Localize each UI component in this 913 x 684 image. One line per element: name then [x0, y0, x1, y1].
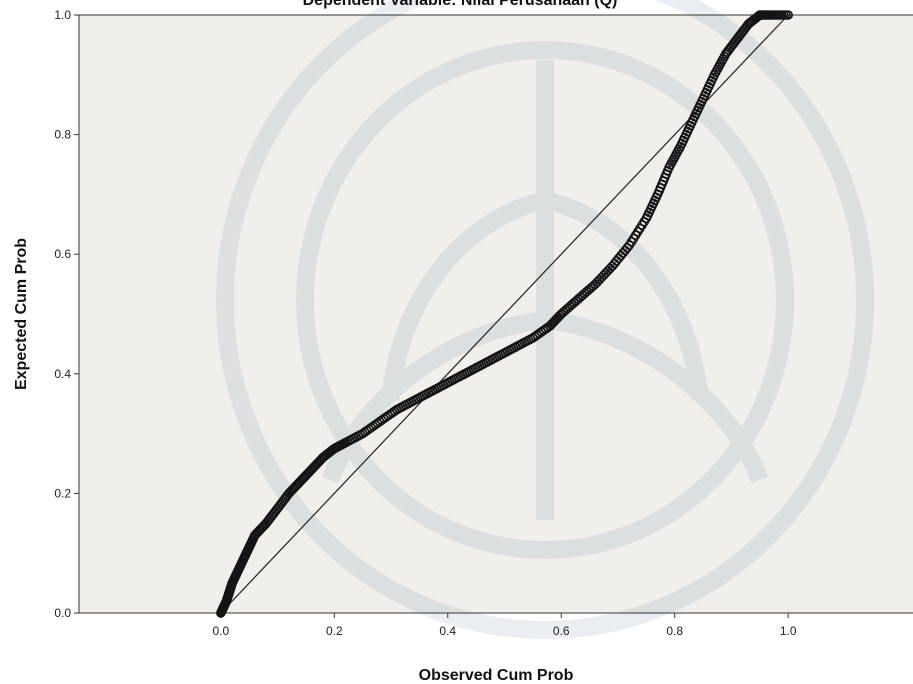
y-axis: 0.0 0.2 0.4 0.6 0.8 1.0 — [54, 8, 79, 620]
x-tick-label: 0.0 — [212, 624, 229, 638]
data-point — [783, 10, 793, 20]
y-tick-label: 0.2 — [54, 486, 71, 500]
x-axis-title: Observed Cum Prob — [419, 667, 574, 684]
x-tick-label: 1.0 — [780, 624, 797, 638]
points-group — [216, 10, 793, 618]
chart-title: Dependent Variable: Nilai Perusahaan (Q) — [303, 0, 618, 9]
data-point — [553, 312, 564, 322]
reference-line — [220, 14, 789, 614]
y-tick-label: 0.0 — [54, 606, 71, 620]
y-tick-label: 0.8 — [54, 128, 71, 142]
watermark-logo — [216, 0, 874, 639]
x-tick-label: 0.6 — [553, 624, 570, 638]
x-axis: 0.0 0.2 0.4 0.6 0.8 1.0 — [212, 613, 797, 638]
y-tick-label: 0.6 — [54, 247, 71, 261]
x-tick-label: 0.2 — [326, 624, 343, 638]
y-tick-label: 1.0 — [54, 8, 71, 22]
y-tick-label: 0.4 — [54, 367, 71, 381]
plot-area — [79, 15, 913, 613]
x-tick-label: 0.4 — [439, 624, 456, 638]
x-tick-label: 0.8 — [666, 624, 683, 638]
y-axis-title: Expected Cum Prob — [13, 238, 30, 390]
